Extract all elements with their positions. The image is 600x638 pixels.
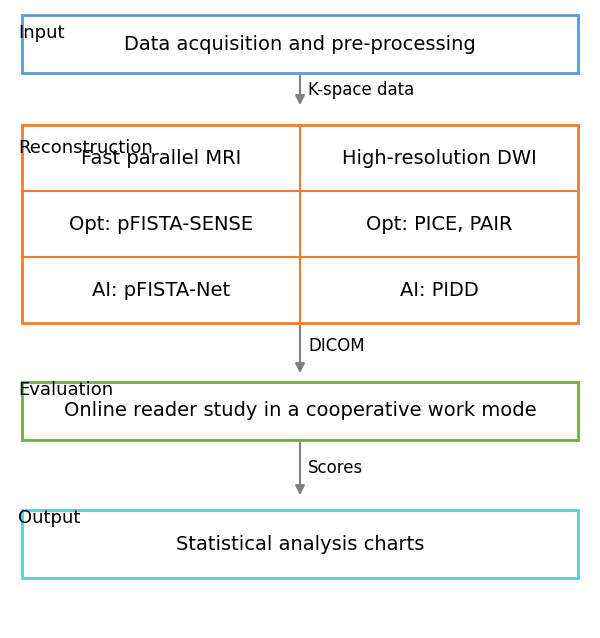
Bar [22,510,578,578]
Text: Fast parallel MRI: Fast parallel MRI [81,149,241,168]
Text: Online reader study in a cooperative work mode: Online reader study in a cooperative wor… [64,401,536,420]
Bar [22,382,578,440]
Text: AI: PIDD: AI: PIDD [400,281,478,299]
Text: Reconstruction: Reconstruction [18,139,153,157]
Text: DICOM: DICOM [308,337,365,355]
Text: K-space data: K-space data [308,81,414,99]
Text: Output: Output [18,509,80,527]
Text: AI: pFISTA-Net: AI: pFISTA-Net [92,281,230,299]
Bar [22,125,578,323]
Text: High-resolution DWI: High-resolution DWI [341,149,536,168]
Text: Input: Input [18,24,65,42]
Text: Opt: pFISTA-SENSE: Opt: pFISTA-SENSE [69,214,253,234]
Bar [22,15,578,73]
Text: Scores: Scores [308,459,363,477]
Text: Statistical analysis charts: Statistical analysis charts [176,535,424,554]
Text: Evaluation: Evaluation [18,381,113,399]
Text: Opt: PICE, PAIR: Opt: PICE, PAIR [366,214,512,234]
Text: Data acquisition and pre-processing: Data acquisition and pre-processing [124,34,476,54]
